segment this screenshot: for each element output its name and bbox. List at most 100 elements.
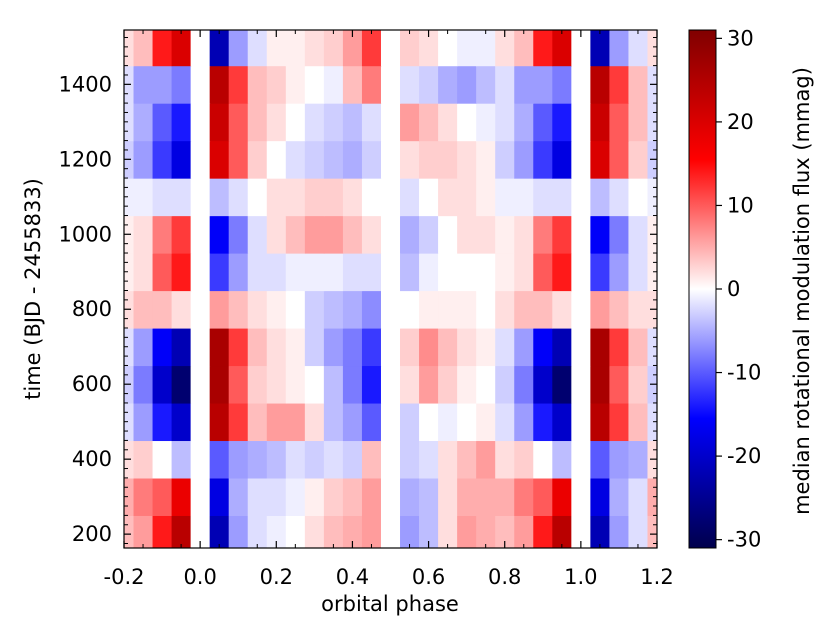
heatmap-cell <box>323 440 344 479</box>
heatmap-cell <box>228 440 249 479</box>
heatmap-cell <box>380 30 401 67</box>
heatmap-cell <box>514 65 534 104</box>
heatmap-cell <box>628 140 649 179</box>
heatmap-cell <box>495 402 515 442</box>
heatmap-cell <box>400 477 420 516</box>
y-tick-label: 1000 <box>59 222 112 246</box>
heatmap-cell <box>571 140 591 179</box>
heatmap-cell <box>171 327 192 367</box>
heatmap-cell <box>628 402 649 442</box>
heatmap-cell <box>342 140 363 179</box>
heatmap-cell <box>476 477 496 516</box>
heatmap-cell <box>266 253 287 292</box>
heatmap-cell <box>342 103 363 142</box>
heatmap-cell <box>266 290 287 329</box>
colorbar-tick-label: 20 <box>727 110 754 134</box>
heatmap-cell <box>190 327 211 367</box>
x-axis-label: orbital phase <box>321 592 459 616</box>
heatmap-cell <box>285 365 306 404</box>
heatmap-cell <box>171 253 192 292</box>
heatmap-cell <box>590 477 611 516</box>
heatmap-cell <box>171 30 192 67</box>
y-tick-label: 1200 <box>59 147 112 171</box>
heatmap-cell <box>457 253 477 292</box>
heatmap-cell <box>304 30 325 67</box>
heatmap-cell <box>133 327 154 367</box>
heatmap-cell <box>609 178 630 217</box>
heatmap-cell <box>133 140 154 179</box>
colorbar-gradient <box>688 29 717 549</box>
heatmap-cell <box>228 65 249 104</box>
heatmap-cell <box>304 365 325 404</box>
heatmap-cell <box>647 477 657 516</box>
heatmap-cell <box>247 65 268 104</box>
heatmap-cell <box>380 140 401 179</box>
heatmap-cell <box>124 178 135 217</box>
heatmap-cell <box>419 440 439 479</box>
heatmap-cell <box>228 140 249 179</box>
heatmap-cell <box>438 65 458 104</box>
heatmap-cell <box>124 253 135 292</box>
heatmap-cell <box>152 253 173 292</box>
heatmap-cell <box>247 140 268 179</box>
heatmap-cell <box>552 477 572 516</box>
heatmap-cell <box>438 253 458 292</box>
heatmap-cell <box>171 290 192 329</box>
y-tick-label: 200 <box>72 522 112 546</box>
heatmap-cell <box>361 327 382 367</box>
heatmap-cell <box>247 178 268 217</box>
heatmap-cell <box>400 65 420 104</box>
heatmap-cell <box>152 215 173 254</box>
heatmap-cell <box>438 477 458 516</box>
heatmap-cell <box>533 140 553 179</box>
heatmap-cell <box>152 440 173 479</box>
heatmap-cell <box>228 253 249 292</box>
heatmap-cell <box>628 440 649 479</box>
heatmap-cell <box>209 215 230 254</box>
heatmap-cell <box>247 215 268 254</box>
heatmap-cell <box>380 290 401 329</box>
heatmap <box>124 30 657 548</box>
heatmap-cell <box>552 140 572 179</box>
heatmap-cell <box>571 253 591 292</box>
heatmap-cell <box>476 253 496 292</box>
heatmap-cell <box>400 402 420 442</box>
heatmap-cell <box>323 327 344 367</box>
y-tick-label: 400 <box>72 447 112 471</box>
heatmap-cell <box>304 178 325 217</box>
heatmap-cell <box>285 253 306 292</box>
heatmap-cell <box>228 30 249 67</box>
heatmap-cell <box>285 140 306 179</box>
heatmap-cell <box>361 402 382 442</box>
heatmap-cell <box>590 515 611 548</box>
heatmap-cell <box>247 440 268 479</box>
heatmap-cell <box>304 65 325 104</box>
heatmap-cell <box>571 30 591 67</box>
heatmap-cell <box>152 30 173 67</box>
heatmap-cell <box>266 215 287 254</box>
heatmap-cell <box>266 327 287 367</box>
heatmap-cell <box>533 65 553 104</box>
heatmap-cell <box>647 30 657 67</box>
x-tick-label: 0.2 <box>260 565 293 589</box>
heatmap-cell <box>171 140 192 179</box>
heatmap-cell <box>609 365 630 404</box>
heatmap-cell <box>552 290 572 329</box>
heatmap-cell <box>552 103 572 142</box>
heatmap-cell <box>571 365 591 404</box>
heatmap-cell <box>285 103 306 142</box>
heatmap-cell <box>209 365 230 404</box>
heatmap-cell <box>628 365 649 404</box>
heatmap-cell <box>533 402 553 442</box>
heatmap-cell <box>457 515 477 548</box>
heatmap-cell <box>133 178 154 217</box>
heatmap-cell <box>124 477 135 516</box>
heatmap-cell <box>152 290 173 329</box>
heatmap-cell <box>266 103 287 142</box>
heatmap-cell <box>190 140 211 179</box>
heatmap-cell <box>380 365 401 404</box>
heatmap-cell <box>419 178 439 217</box>
heatmap-cell <box>171 440 192 479</box>
heatmap-cell <box>190 365 211 404</box>
heatmap-cell <box>628 30 649 67</box>
